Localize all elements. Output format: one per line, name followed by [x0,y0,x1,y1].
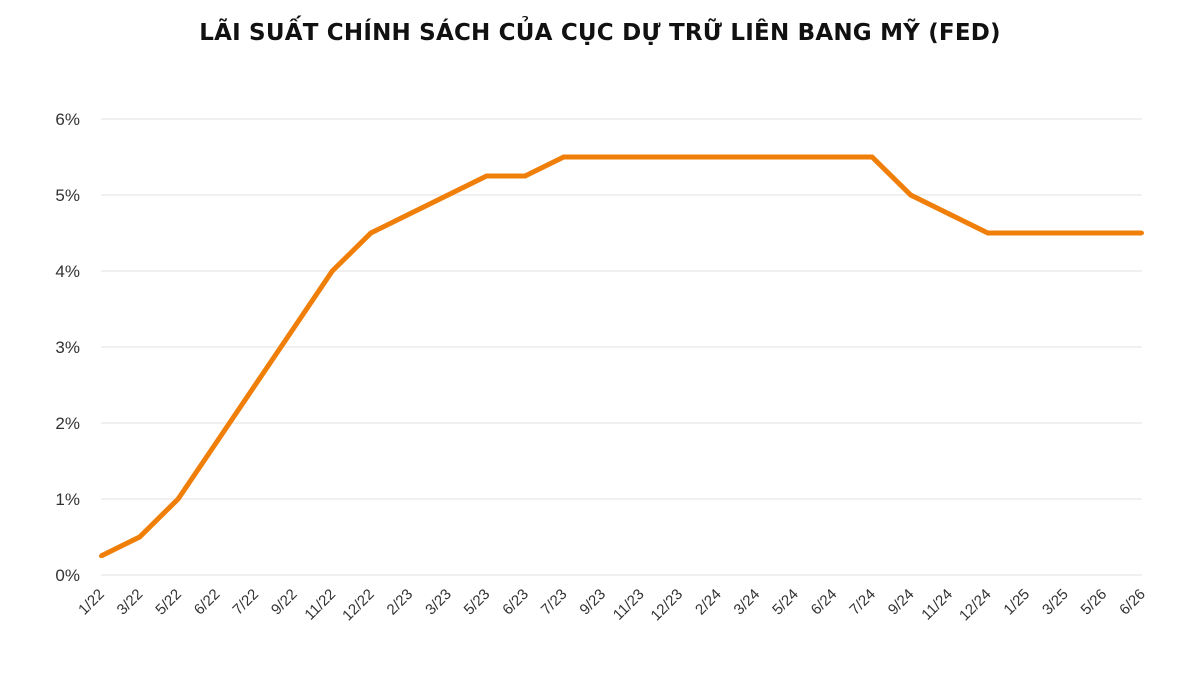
x-tick-label: 9/23 [576,586,609,619]
series-group [99,154,1144,559]
data-point [638,155,643,159]
data-point [1140,231,1144,235]
chart-title: LÃI SUẤT CHÍNH SÁCH CỦA CỤC DỰ TRỮ LIÊN … [199,20,1001,46]
x-tick-label: 11/23 [610,586,648,624]
x-tick-label: 7/23 [538,586,571,619]
data-point [600,155,605,159]
data-point [677,155,682,159]
data-point [253,383,258,387]
x-tick-label: 9/22 [268,586,301,619]
data-point [870,155,875,159]
series-line [99,154,1142,559]
x-tick-label: 3/24 [731,586,764,619]
data-point [446,193,450,197]
data-point [176,497,181,501]
x-tick-label: 5/26 [1078,586,1111,619]
data-point [137,535,142,539]
y-tick-label: 4% [55,262,80,281]
y-axis-ticks: 0% 1% 2% 3% 4% 5% 6% [55,110,80,585]
y-tick-label: 3% [55,338,80,357]
x-tick-label: 3/25 [1039,586,1072,619]
x-tick-label: 3/22 [114,586,147,619]
data-point [908,193,913,197]
x-tick-label: 7/22 [229,586,262,619]
x-tick-label: 6/26 [1116,586,1149,619]
data-point [523,174,528,178]
y-tick-label: 0% [55,566,80,585]
gridlines [101,118,1142,576]
data-point [715,155,720,159]
x-tick-label: 2/24 [692,586,725,619]
data-point [1062,231,1067,235]
data-point [793,155,797,159]
x-tick-label: 1/25 [1000,586,1033,619]
x-tick-label: 6/22 [191,586,224,619]
y-tick-label: 5% [55,186,80,205]
data-point [947,212,952,216]
data-point [831,155,836,159]
data-point [1101,231,1106,235]
x-axis-ticks: 1/22 3/22 5/22 6/22 7/22 9/22 11/22 12/22 2/23 3/… [75,586,1149,625]
data-point [214,440,219,444]
data-point [985,231,990,235]
x-tick-label: 11/24 [918,586,956,624]
x-tick-label: 5/22 [152,586,185,619]
data-point [368,231,373,235]
x-tick-label: 7/24 [846,586,879,619]
x-tick-label: 6/23 [499,586,532,619]
x-tick-label: 2/23 [384,586,417,619]
x-tick-label: 3/23 [422,586,455,619]
y-tick-label: 6% [55,110,80,129]
x-tick-label: 12/22 [339,586,378,625]
x-tick-label: 5/24 [769,586,802,619]
x-tick-label: 6/24 [808,586,841,619]
x-tick-label: 11/22 [301,586,339,624]
x-tick-label: 5/23 [461,586,494,619]
data-point [561,155,566,159]
data-point [99,554,103,558]
data-point [407,212,412,216]
x-tick-label: 1/22 [75,586,108,619]
data-point [1024,231,1029,235]
data-point [330,269,335,273]
data-point [484,174,489,178]
x-tick-label: 12/23 [648,586,687,625]
x-tick-label: 9/24 [885,586,918,619]
data-point [291,326,296,330]
y-tick-label: 2% [55,414,80,433]
y-tick-label: 1% [55,490,80,509]
data-point [754,155,759,159]
x-tick-label: 12/24 [956,586,995,625]
